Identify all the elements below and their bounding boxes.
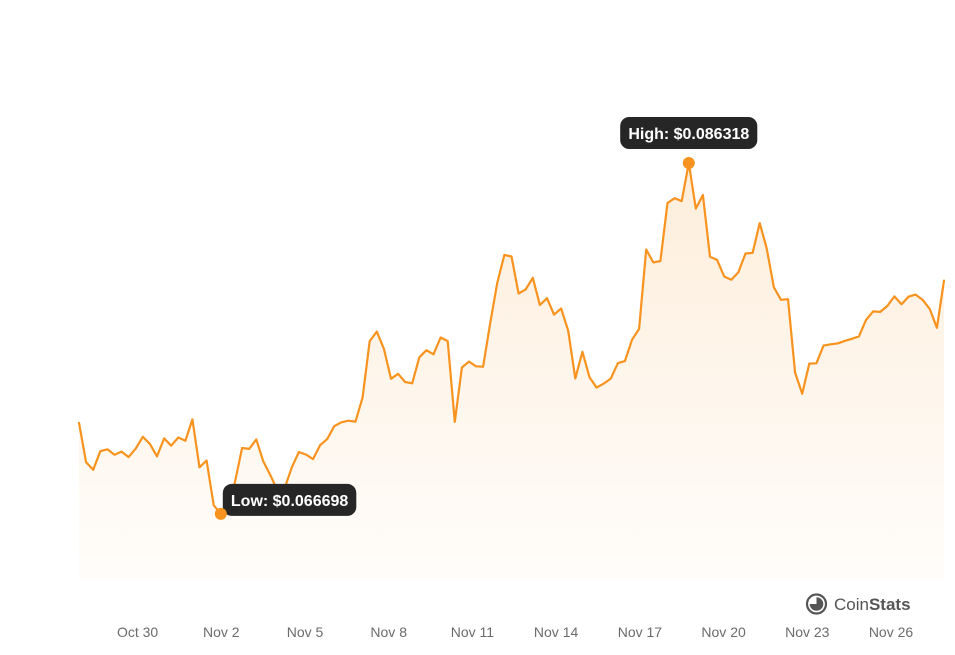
coinstats-wordmark: CoinStats — [834, 595, 911, 614]
high-annotation: High: $0.086318 — [620, 117, 758, 169]
high-point — [682, 157, 695, 169]
x-tick-label: Oct 30 — [117, 624, 158, 640]
x-tick-label: Nov 14 — [534, 624, 579, 640]
x-tick-label: Nov 2 — [203, 624, 240, 640]
x-tick-label: Nov 26 — [869, 624, 914, 640]
coinstats-watermark: CoinStats — [805, 593, 911, 615]
low-annotation: Low: $0.066698 — [214, 483, 357, 520]
extreme-markers: High: $0.086318 Low: $0.066698 — [214, 117, 758, 520]
high-tooltip-box — [620, 117, 758, 149]
x-tick-label: Nov 5 — [287, 624, 324, 640]
x-tick-label: Nov 8 — [370, 624, 407, 640]
low-label: Low: $0.066698 — [231, 493, 349, 510]
x-tick-label: Nov 11 — [451, 624, 495, 640]
x-axis: Oct 30 Nov 2 Nov 5 Nov 8 Nov 11 Nov 14 Nov 17 N… — [117, 624, 913, 640]
coinstats-logo-icon — [805, 593, 828, 615]
x-tick-label: Nov 20 — [701, 624, 746, 640]
x-tick-label: Nov 17 — [618, 624, 663, 640]
x-tick-label: Nov 23 — [785, 624, 830, 640]
low-tooltip-box — [222, 483, 357, 516]
price-area-fill — [79, 163, 944, 580]
high-label: High: $0.086318 — [628, 126, 749, 143]
low-point — [214, 507, 227, 520]
